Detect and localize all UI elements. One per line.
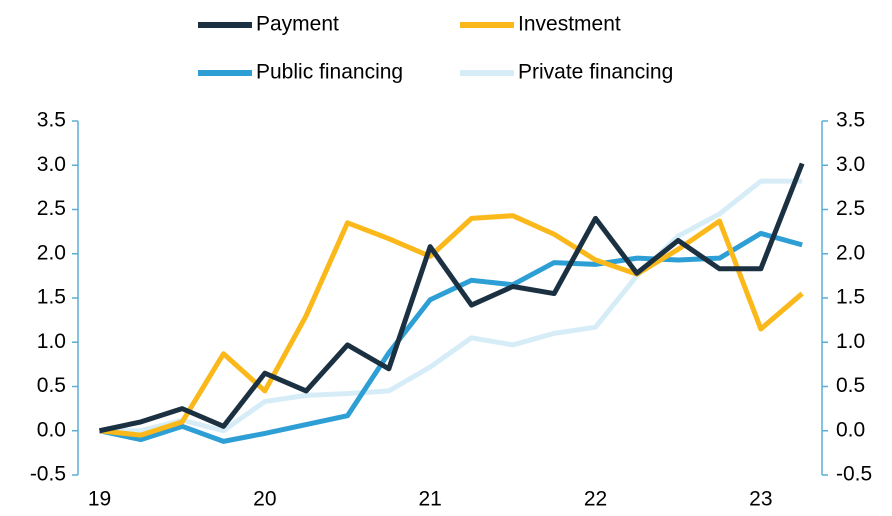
y-tick-label: 0.0: [37, 418, 66, 441]
y2-tick-label: 0.0: [836, 418, 865, 441]
x-tick-label: 23: [749, 488, 772, 511]
y-tick-label: 3.0: [37, 153, 66, 176]
series-line: [99, 178, 803, 434]
legend-label: Payment: [256, 13, 339, 36]
y2-tick-label: 2.0: [836, 241, 865, 264]
y-tick-label: 3.5: [37, 109, 66, 132]
y2-tick-label: 0.5: [836, 374, 865, 397]
y-tick-label: 2.5: [37, 197, 66, 220]
y2-tick-label: 3.5: [836, 109, 865, 132]
y2-tick-label: 3.0: [836, 153, 865, 176]
y-tick-label: -0.5: [30, 463, 66, 486]
y-tick-label: 1.0: [37, 330, 66, 353]
series-line: [98, 230, 803, 444]
y2-tick-label: 1.0: [836, 330, 865, 353]
legend-label: Public financing: [256, 61, 403, 84]
series-line: [99, 213, 804, 438]
y-tick-label: 0.5: [37, 374, 66, 397]
y2-tick-label: 1.5: [836, 286, 865, 309]
x-tick-label: 22: [584, 488, 607, 511]
y-tick-label: 1.5: [37, 286, 66, 309]
legend-label: Investment: [518, 13, 621, 36]
y2-tick-label: 2.5: [836, 197, 865, 220]
legend-label: Private financing: [518, 61, 673, 84]
series-line: [98, 162, 805, 434]
x-tick-label: 21: [418, 488, 441, 511]
y-tick-label: 2.0: [37, 241, 66, 264]
x-tick-label: 19: [88, 488, 111, 511]
y2-tick-label: -0.5: [836, 463, 872, 486]
x-tick-label: 20: [253, 488, 276, 511]
